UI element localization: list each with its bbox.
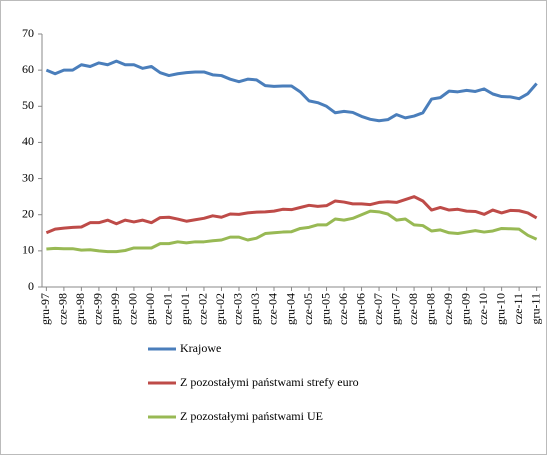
x-tick-label: cze-11 (511, 293, 525, 325)
x-tick-label: cze-03 (231, 293, 245, 325)
x-tick-label: cze-10 (476, 293, 490, 325)
y-tick-label: 10 (22, 243, 34, 257)
y-tick-label: 70 (22, 26, 34, 40)
x-tick-label: gru-10 (493, 293, 507, 325)
x-tick-label: gru-07 (388, 293, 402, 325)
x-tick-label: cze-09 (441, 293, 455, 325)
x-tick-label: cze-05 (301, 293, 315, 325)
x-tick-label: gru-97 (38, 293, 52, 325)
x-tick-label: gru-09 (458, 293, 472, 325)
x-tick-label: cze-98 (56, 293, 70, 325)
y-tick-label: 50 (22, 98, 34, 112)
y-tick-label: 20 (22, 206, 34, 220)
legend-label: Krajowe (180, 341, 221, 355)
y-tick-label: 40 (22, 134, 34, 148)
x-tick-label: gru-03 (248, 293, 262, 325)
x-tick-label: cze-06 (336, 293, 350, 325)
series-line (45, 59, 538, 123)
x-tick-label: cze-02 (196, 293, 210, 325)
x-tick-label: gru-99 (108, 293, 122, 325)
x-tick-label: cze-04 (266, 293, 280, 325)
x-tick-label: gru-05 (318, 293, 332, 325)
x-tick-label: gru-01 (178, 293, 192, 325)
x-tick-label: cze-99 (91, 293, 105, 325)
x-tick-label: gru-02 (213, 293, 227, 325)
x-tick-label: cze-07 (371, 293, 385, 325)
y-tick-label: 30 (22, 170, 34, 184)
x-tick-label: gru-98 (73, 293, 87, 325)
x-tick-label: gru-04 (283, 293, 297, 325)
series-line (46, 209, 538, 254)
series-line (45, 195, 538, 235)
legend-label: Z pozostałymi państwami strefy euro (180, 375, 359, 389)
x-tick-label: gru-00 (143, 293, 157, 325)
x-tick-label: cze-00 (126, 293, 140, 325)
legend-label: Z pozostałymi państwami UE (180, 409, 323, 423)
x-tick-label: cze-08 (406, 293, 420, 325)
x-tick-label: gru-11 (528, 293, 542, 325)
x-tick-label: cze-01 (161, 293, 175, 325)
y-tick-label: 60 (22, 62, 34, 76)
x-tick-label: gru-08 (423, 293, 437, 325)
x-tick-label: gru-06 (353, 293, 367, 325)
y-tick-label: 0 (28, 279, 34, 293)
